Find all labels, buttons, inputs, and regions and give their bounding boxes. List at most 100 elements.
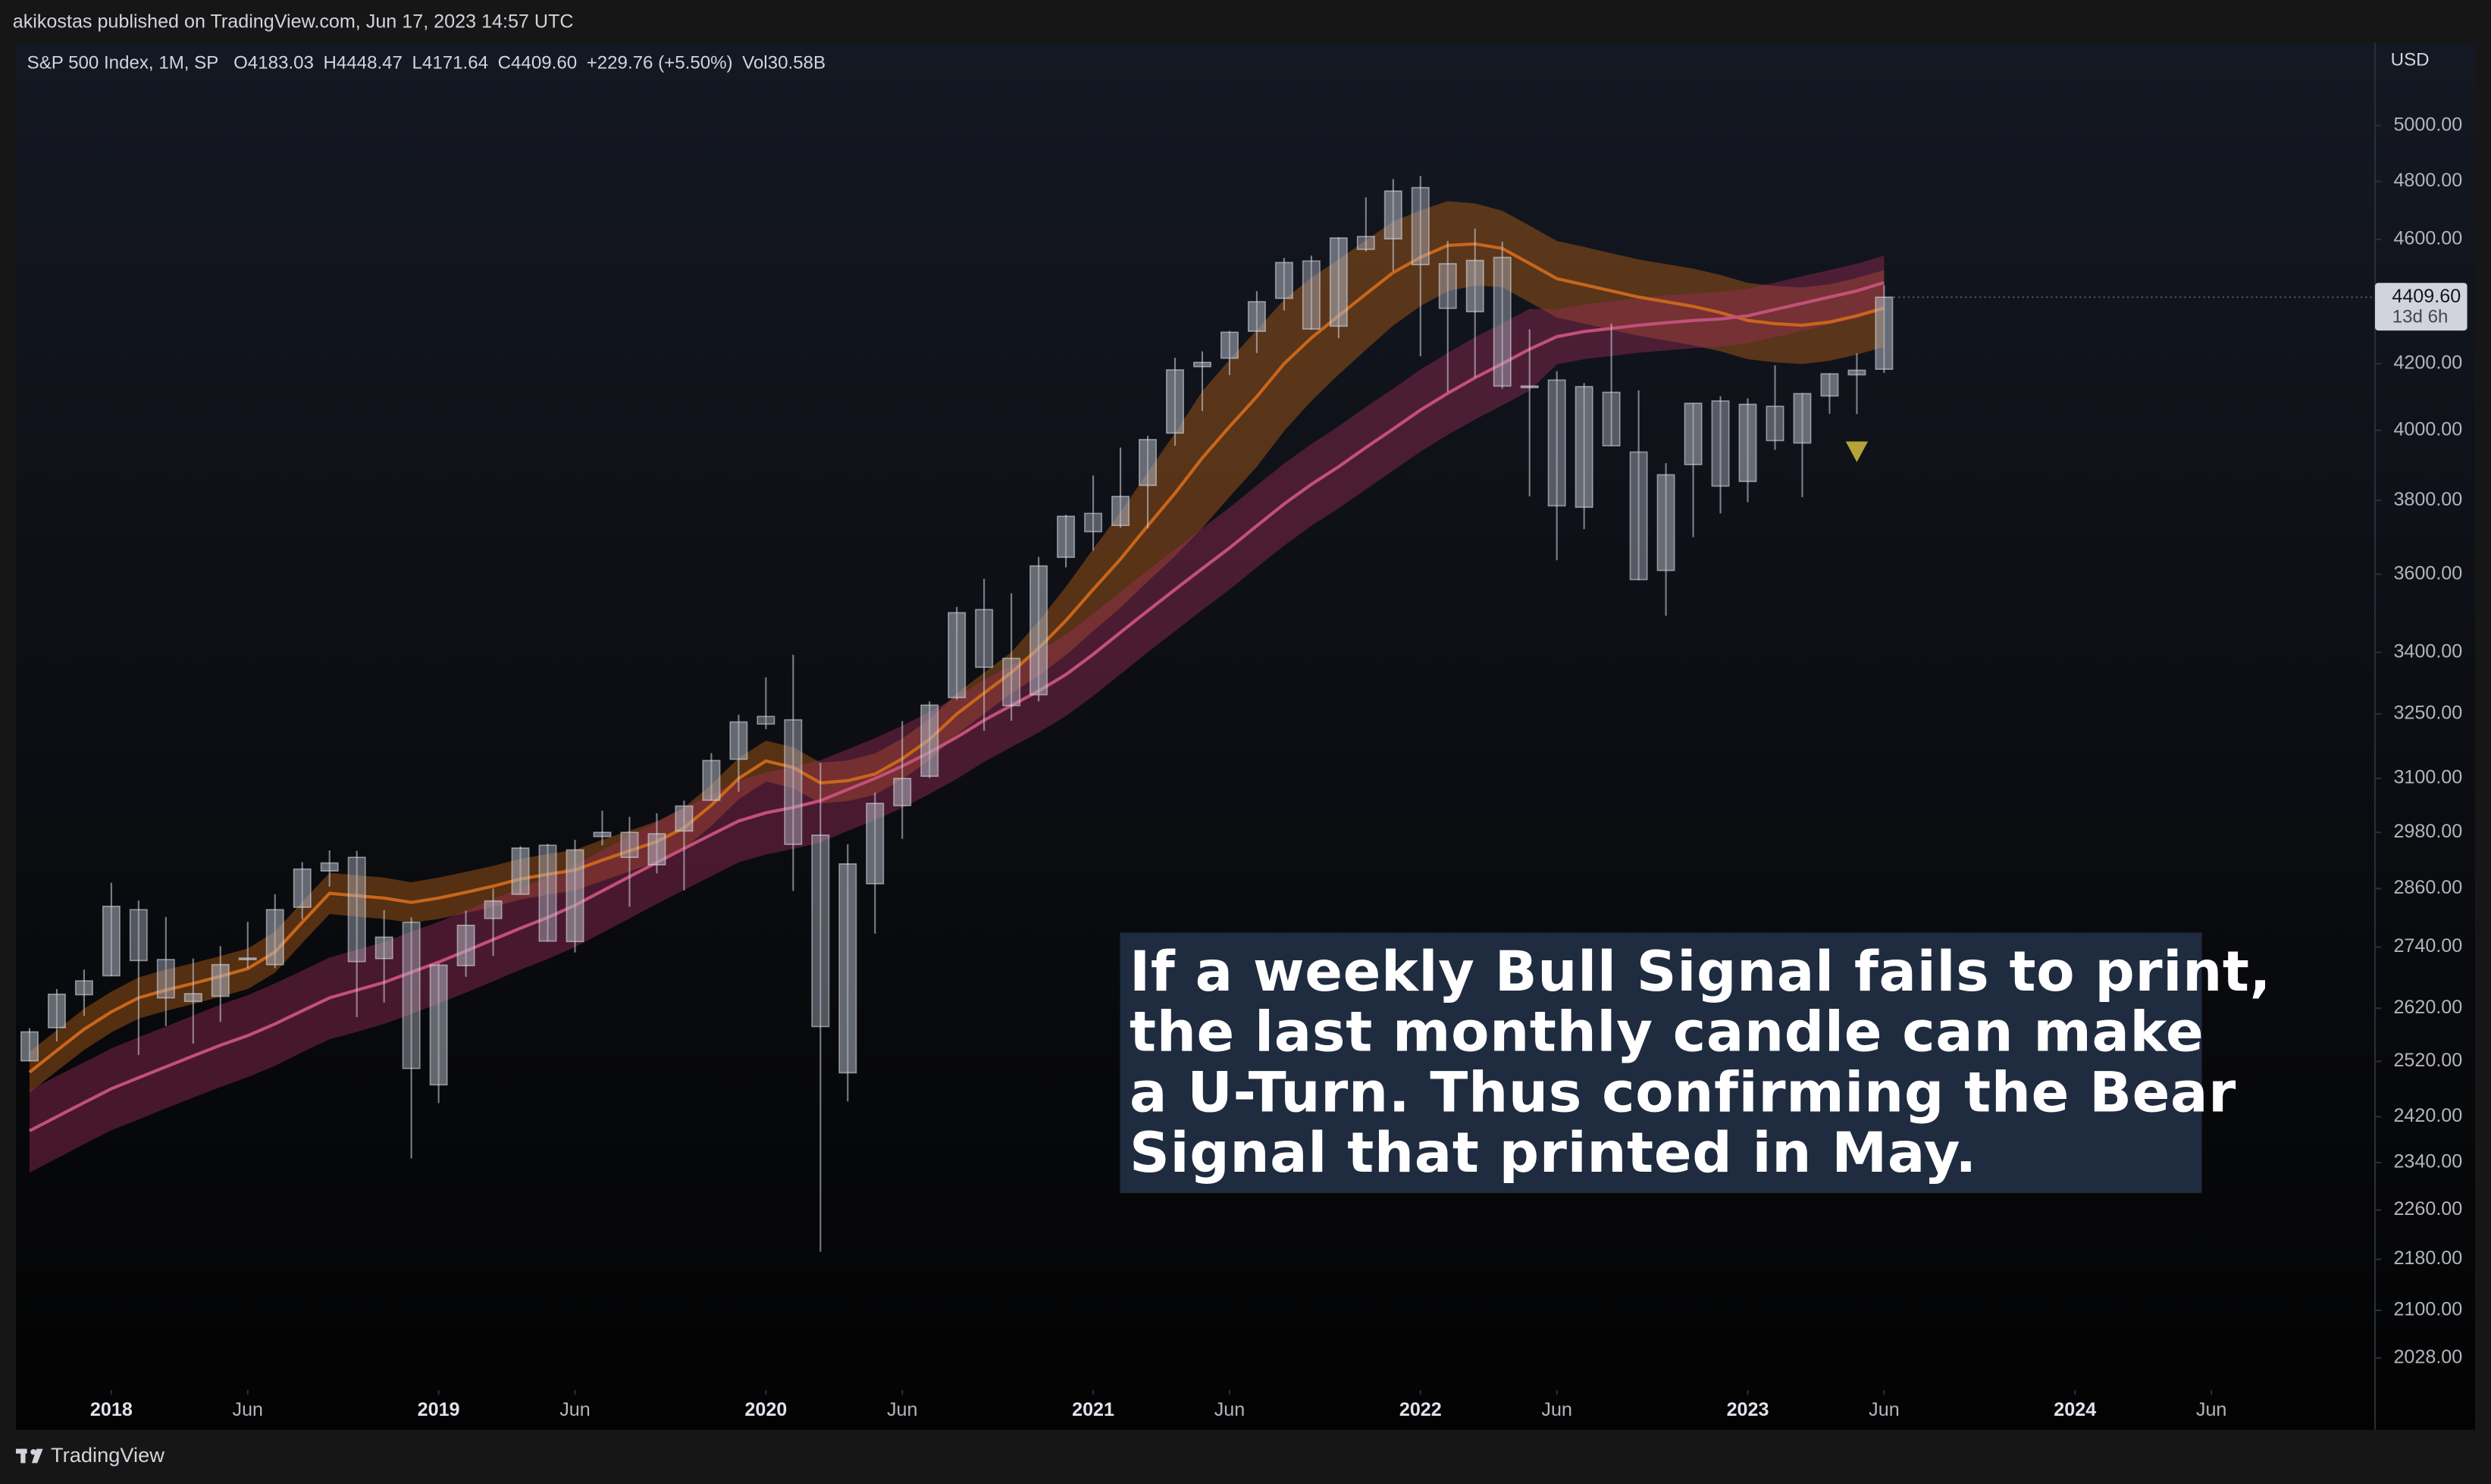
candle-body xyxy=(757,715,776,725)
y-tick-label: 2260.00 xyxy=(2393,1198,2462,1219)
candle-body xyxy=(74,980,93,996)
countdown-label: 13d 6h xyxy=(2392,307,2449,327)
x-tick-label: Jun xyxy=(233,1399,264,1420)
x-tick-label: Jun xyxy=(2196,1399,2227,1420)
candle-body xyxy=(1302,260,1321,330)
candle-body xyxy=(675,805,694,832)
candle-body xyxy=(374,936,393,960)
y-tick-label: 4800.00 xyxy=(2393,170,2462,191)
legend-item: O4183.03 xyxy=(233,53,314,74)
candle-body xyxy=(511,847,530,895)
legend-item: H4448.47 xyxy=(323,53,402,74)
candle-body xyxy=(1574,386,1593,509)
symbol-title[interactable]: S&P 500 Index, 1M, SP xyxy=(27,53,219,74)
candle-body xyxy=(1656,474,1675,571)
y-tick-label: 2028.00 xyxy=(2393,1346,2462,1367)
candle-body xyxy=(293,868,312,908)
candle-body xyxy=(784,719,803,845)
band-line xyxy=(28,280,1885,1132)
candle-body xyxy=(1029,565,1048,696)
x-tick-label: Jun xyxy=(559,1399,591,1420)
candle-body xyxy=(1329,237,1348,327)
x-tick-label: Jun xyxy=(1214,1399,1246,1420)
annotation-line: a U-Turn. Thus confirming the Bear xyxy=(1130,1060,2236,1125)
band-ribbon xyxy=(29,201,1885,1093)
candle-body xyxy=(1247,301,1266,332)
last-price-box xyxy=(2375,283,2468,331)
y-tick-label: 2520.00 xyxy=(2393,1050,2462,1071)
candle-body xyxy=(647,833,666,866)
y-tick-label: 3250.00 xyxy=(2393,703,2462,724)
annotation-box xyxy=(1120,932,2202,1194)
publisher-header: akikostas published on TradingView.com, … xyxy=(13,11,574,32)
chart-panel xyxy=(15,42,2476,1430)
candle-body xyxy=(1629,451,1648,581)
x-tick-label: Jun xyxy=(1869,1399,1900,1420)
candle-body xyxy=(47,993,66,1028)
candle-body xyxy=(1002,657,1021,706)
candle-body xyxy=(1166,369,1184,434)
candle-body xyxy=(1520,385,1539,389)
currency-label[interactable]: USD xyxy=(2391,49,2430,70)
candle-body xyxy=(1084,512,1103,533)
candle-body xyxy=(1547,379,1566,507)
candle-body xyxy=(1766,405,1784,442)
footer-logo xyxy=(15,1448,43,1464)
candle-body xyxy=(1684,402,1703,465)
candle-body xyxy=(538,844,557,942)
x-tick-label: 2020 xyxy=(744,1399,787,1420)
candle-body xyxy=(1820,373,1839,397)
y-tick-label: 4000.00 xyxy=(2393,418,2462,440)
x-tick-label: Jun xyxy=(1541,1399,1572,1420)
candle-body xyxy=(811,834,830,1028)
candle-body xyxy=(1383,190,1402,240)
band-line xyxy=(28,242,1885,1074)
bear-signal xyxy=(1845,441,1869,462)
candle-body xyxy=(1465,259,1484,313)
candle-body xyxy=(1057,515,1076,559)
legend-item: +229.76 (+5.50%) xyxy=(587,53,733,74)
candle-body xyxy=(1602,391,1621,447)
candle-body xyxy=(866,803,885,884)
plot-area: 5000.00 4800.00 4600.00 4200.00 4000.00 3800.… xyxy=(20,114,2468,1420)
candle-body xyxy=(1139,439,1158,487)
annotation-line: Signal that printed in May. xyxy=(1130,1121,1977,1185)
footer-brand[interactable]: TradingView xyxy=(51,1443,164,1467)
candle-body xyxy=(402,922,421,1069)
candle-body xyxy=(620,831,639,859)
legend-item: L4171.64 xyxy=(412,53,489,74)
y-tick-label: 3400.00 xyxy=(2393,640,2462,662)
y-tick-label: 2340.00 xyxy=(2393,1151,2462,1172)
y-tick-label: 2860.00 xyxy=(2393,877,2462,898)
candle-body xyxy=(1220,331,1239,359)
candle-body xyxy=(838,863,857,1074)
candle-body xyxy=(1356,236,1375,250)
legend-item: C4409.60 xyxy=(498,53,578,74)
candle-body xyxy=(1793,393,1812,444)
candle-body xyxy=(1274,261,1293,299)
candle-body xyxy=(156,959,175,999)
x-tick-label: 2024 xyxy=(2054,1399,2096,1420)
candle-body xyxy=(948,612,967,699)
y-tick-label: 2620.00 xyxy=(2393,997,2462,1018)
candle-body xyxy=(183,993,202,1003)
y-tick-label: 3600.00 xyxy=(2393,562,2462,584)
y-tick-label: 4600.00 xyxy=(2393,228,2462,249)
candle-body xyxy=(347,856,366,963)
candle-body xyxy=(593,831,612,837)
candle-body xyxy=(1711,400,1730,487)
y-tick-label: 2980.00 xyxy=(2393,821,2462,842)
y-tick-label: 3100.00 xyxy=(2393,767,2462,788)
candle-body xyxy=(429,964,448,1086)
candle-body xyxy=(975,609,994,668)
y-tick-label: 5000.00 xyxy=(2393,114,2462,135)
logo-part xyxy=(31,1448,43,1464)
candle-body xyxy=(1847,369,1866,376)
candle-body xyxy=(1493,256,1512,387)
candle-body xyxy=(1411,186,1430,266)
x-tick-label: 2023 xyxy=(1727,1399,1769,1420)
candle-body xyxy=(893,778,912,806)
candle-body xyxy=(238,957,257,961)
x-tick-label: Jun xyxy=(887,1399,918,1420)
